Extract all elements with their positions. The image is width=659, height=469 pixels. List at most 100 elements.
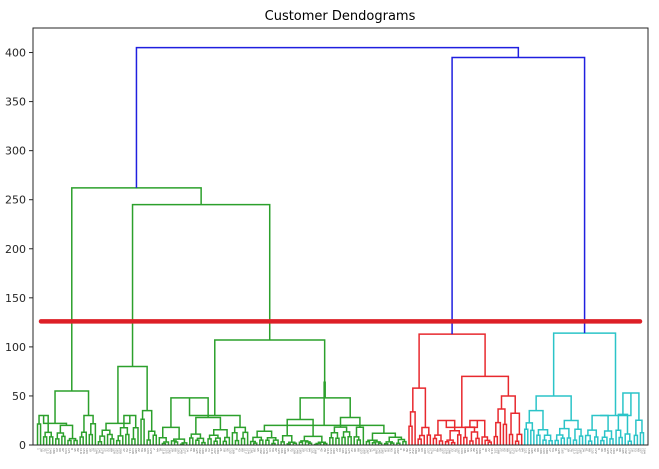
- leaf-label: 140: [180, 448, 184, 454]
- dendrogram-link: [207, 438, 212, 445]
- dendrogram-link: [418, 434, 425, 445]
- dendrogram-link: [146, 439, 151, 445]
- leaf-label: 119: [79, 448, 83, 454]
- leaf-label: 122: [442, 448, 446, 454]
- dendrogram-link: [523, 428, 529, 445]
- leaf-label: 115: [408, 448, 412, 454]
- dendrogram-link: [99, 435, 106, 445]
- dendrogram-link: [222, 440, 228, 445]
- leaf-label: 200: [119, 448, 123, 454]
- y-tick-label: 150: [5, 292, 26, 305]
- leaf-label: 69: [536, 448, 540, 452]
- leaf-label: 95: [225, 448, 229, 452]
- dendrogram-link: [140, 418, 145, 445]
- leaf-label: 30: [88, 448, 92, 452]
- dendrogram-link: [299, 397, 351, 420]
- dendrogram-link: [584, 434, 591, 445]
- leaf-label: 114: [490, 448, 494, 454]
- dendrogram-link: [456, 434, 462, 445]
- leaf-label: 198: [283, 448, 287, 454]
- leaf-label: 10: [515, 448, 519, 452]
- dendrogram-link: [36, 423, 42, 445]
- dendrogram-link: [624, 433, 631, 445]
- leaf-label: 125: [195, 448, 199, 454]
- leaf-label: 190: [332, 448, 336, 454]
- dendrogram-links: [36, 46, 645, 446]
- dendrogram-link: [508, 433, 514, 445]
- leaf-label: 160: [362, 448, 366, 454]
- dendrogram-link: [495, 421, 502, 445]
- leaf-label: 34: [368, 448, 372, 452]
- leaf-label: 84: [521, 448, 525, 452]
- leaf-label: 35: [286, 448, 290, 452]
- leaf-label: 1: [37, 448, 41, 450]
- leaf-label: 178: [100, 448, 104, 454]
- dendrogram-link: [213, 440, 218, 445]
- leaf-label: 8: [70, 448, 74, 450]
- leaf-label: 181: [463, 448, 467, 454]
- y-tick-label: 50: [12, 390, 26, 403]
- leaf-label: 110: [210, 448, 214, 454]
- dendrogram-link: [195, 439, 200, 445]
- leaf-label: 168: [314, 448, 318, 454]
- leaf-label: 57: [304, 448, 308, 452]
- leaf-label: 176: [265, 448, 269, 454]
- leaf-label: 25: [499, 448, 503, 452]
- leaf-label: 146: [295, 448, 299, 454]
- leaf-label: 42: [320, 448, 324, 452]
- dendrogram-link: [418, 333, 486, 389]
- leaf-label: 85: [438, 448, 442, 452]
- dendrogram-link: [421, 426, 430, 436]
- leaf-labels: 1 38 75 112 149 186 23 60 97 134 171 8 45 82 119 156 193…: [37, 448, 647, 454]
- dendrogram-link: [231, 432, 238, 445]
- leaf-label: 90: [636, 448, 640, 452]
- dendrogram-link: [560, 437, 566, 445]
- leaf-label: 143: [542, 448, 546, 454]
- leaf-label: 175: [347, 448, 351, 454]
- dendrogram-link: [426, 434, 432, 445]
- dendrogram-link: [587, 440, 593, 445]
- leaf-label: 194: [612, 448, 616, 454]
- leaf-label: 18: [466, 448, 470, 452]
- leaf-label: 149: [49, 448, 53, 454]
- leaf-label: 61: [585, 448, 589, 452]
- leaf-label: 112: [46, 448, 50, 454]
- leaf-label: 27: [335, 448, 339, 452]
- dendrogram-link: [627, 440, 633, 445]
- dendrogram-link: [566, 437, 572, 445]
- leaf-label: 63: [420, 448, 424, 452]
- leaf-label: 88: [192, 448, 196, 452]
- leaf-label: 97: [61, 448, 65, 452]
- leaf-label: 101: [341, 448, 345, 454]
- dendrogram-link: [493, 435, 499, 445]
- leaf-label: 147: [213, 448, 217, 454]
- dendrogram-link: [510, 412, 521, 435]
- leaf-label: 83: [603, 448, 607, 452]
- dendrogram-link: [572, 439, 578, 445]
- leaf-label: 148: [131, 448, 135, 454]
- dendrogram-link: [535, 395, 572, 421]
- leaf-label: 113: [572, 448, 576, 454]
- dendrogram-link: [323, 381, 326, 426]
- dendrogram-link: [548, 440, 553, 445]
- chart-title: Customer Dendograms: [265, 9, 416, 24]
- dendrogram-link: [347, 436, 352, 445]
- leaf-label: 17: [548, 448, 552, 452]
- dendrogram-link: [115, 439, 121, 445]
- leaf-label: 32: [533, 448, 537, 452]
- leaf-label: 129: [475, 448, 479, 454]
- leaf-label: 174: [429, 448, 433, 454]
- dendrogram-link: [71, 187, 202, 392]
- leaf-label: 199: [201, 448, 205, 454]
- leaf-label: 75: [43, 448, 47, 452]
- dendrogram-link: [189, 437, 194, 445]
- leaf-label: 185: [134, 448, 138, 454]
- leaf-label: 99: [505, 448, 509, 452]
- leaf-label: 150: [575, 448, 579, 454]
- leaf-label: 94: [308, 448, 312, 452]
- dendrogram-link: [90, 423, 97, 445]
- leaf-label: 132: [228, 448, 232, 454]
- leaf-label: 4: [399, 448, 403, 450]
- dendrogram-link: [240, 437, 246, 445]
